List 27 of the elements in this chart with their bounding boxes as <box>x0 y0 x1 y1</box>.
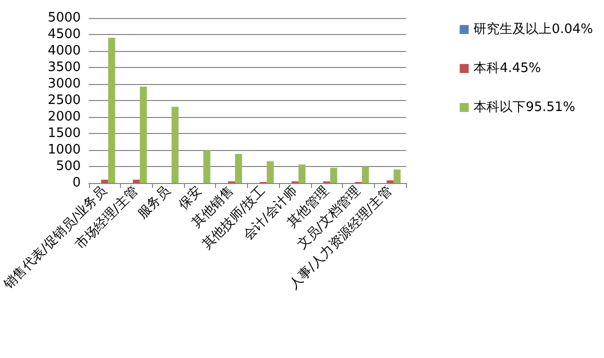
y-tick-label: 5000 <box>48 10 81 26</box>
y-tick-label: 500 <box>56 159 81 174</box>
y-tick-label: 1500 <box>48 126 81 141</box>
y-tick-label: 3000 <box>48 76 81 92</box>
bar <box>386 180 394 183</box>
bar <box>394 169 401 183</box>
y-tick-label: 4500 <box>48 27 81 42</box>
y-tick-label: 3500 <box>48 60 81 75</box>
y-tick-label: 2000 <box>48 110 81 124</box>
bar <box>203 150 210 183</box>
y-tick-label: 2500 <box>48 93 81 108</box>
y-tick-label: 1000 <box>48 142 81 158</box>
bar <box>235 154 242 183</box>
y-tick-label: 4000 <box>48 44 81 58</box>
bar <box>101 180 108 183</box>
bar <box>362 166 369 183</box>
legend-label: 研究生及以上0.04% <box>474 22 594 37</box>
bar <box>330 168 338 183</box>
bar <box>140 86 147 183</box>
bar <box>298 164 306 183</box>
legend-label: 本科以下95.51% <box>474 100 576 115</box>
bar <box>266 161 274 183</box>
bar <box>172 106 179 183</box>
bar <box>108 38 116 183</box>
legend-label: 本科4.45% <box>474 61 542 76</box>
y-tick-label: 0 <box>72 176 81 190</box>
bar <box>132 180 140 183</box>
